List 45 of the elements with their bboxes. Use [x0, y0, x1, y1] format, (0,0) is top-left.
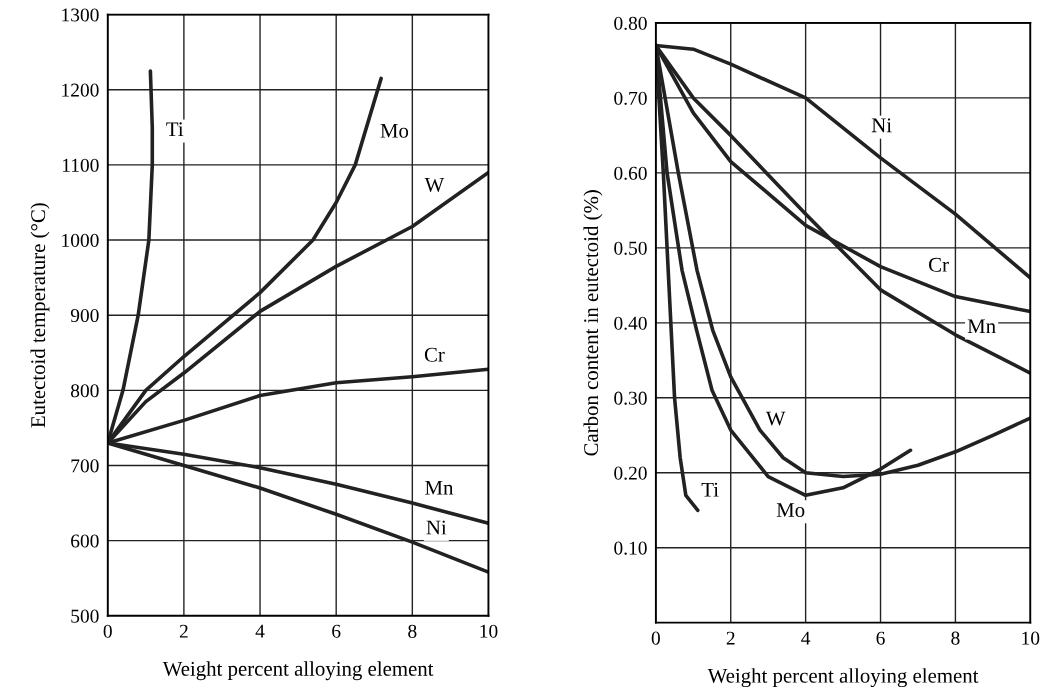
- y-tick-label: 0.70: [614, 91, 647, 105]
- y-tick-label: 0.60: [614, 166, 647, 180]
- y-tick-label: 0.50: [614, 241, 647, 255]
- x-tick-label: 2: [726, 631, 735, 645]
- x-tick-label: 10: [480, 624, 498, 638]
- y-tick-label: 0.40: [614, 316, 647, 330]
- y-tick-label: 1000: [62, 233, 99, 247]
- y-tick-label: 0.10: [614, 541, 647, 555]
- annotation: Mo: [380, 123, 409, 138]
- annotation: Cr: [424, 347, 445, 362]
- annotation: Ni: [426, 520, 447, 535]
- y-tick-label: 600: [71, 534, 99, 548]
- x-tick-label: 6: [332, 624, 341, 638]
- annotation: Cr: [929, 257, 949, 272]
- annotation: Mn: [967, 319, 996, 334]
- y-tick-label: 500: [71, 609, 99, 623]
- x-tick-label: 8: [408, 624, 417, 638]
- x-tick-label: 0: [651, 631, 660, 645]
- annotation: Ni: [871, 118, 892, 133]
- y-tick-label: 0.20: [614, 466, 647, 480]
- annotation: Mo: [776, 503, 805, 517]
- annotation: W: [424, 178, 445, 193]
- x-tick-label: 0: [103, 624, 112, 638]
- x-tick-label: 2: [179, 624, 188, 638]
- annotation: W: [765, 411, 786, 426]
- y-tick-label: 0.80: [614, 16, 647, 30]
- annotation: Ti: [166, 122, 184, 137]
- x-axis-title: Weight percent alloying element: [162, 661, 434, 681]
- annotation: Ti: [701, 482, 719, 497]
- y-tick-label: 0.30: [614, 391, 647, 405]
- y-axis-title: Eutectoid temperature (°C): [30, 203, 50, 428]
- x-tick-label: 6: [876, 631, 885, 645]
- y-tick-label: 1200: [62, 83, 99, 97]
- x-tick-label: 8: [951, 631, 960, 645]
- x-tick-label: 10: [1022, 631, 1040, 645]
- y-tick-label: 1100: [62, 158, 99, 172]
- y-axis-title: Carbon content in eutectoid (%): [583, 190, 603, 456]
- x-tick-label: 4: [801, 631, 811, 645]
- y-tick-label: 1300: [62, 8, 99, 22]
- y-tick-label: 800: [70, 384, 99, 398]
- annotation: Mn: [425, 480, 454, 495]
- x-axis-title: Weight percent alloying element: [707, 668, 979, 688]
- y-tick-label: 900: [70, 309, 99, 323]
- x-tick-label: 4: [255, 624, 265, 638]
- y-tick-label: 700: [71, 459, 99, 473]
